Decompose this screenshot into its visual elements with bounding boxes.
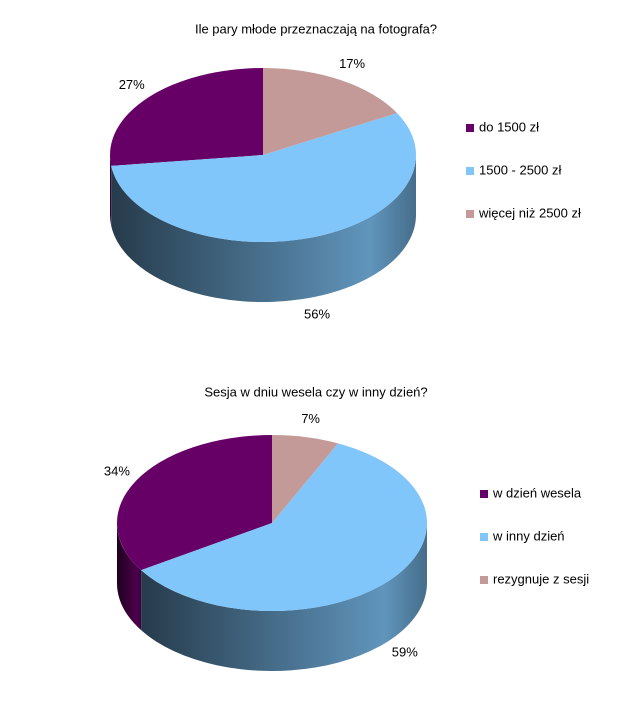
data-label: 34% bbox=[104, 463, 130, 478]
legend-label: w dzień wesela bbox=[492, 485, 582, 500]
data-label: 56% bbox=[304, 306, 330, 321]
pie-slice bbox=[111, 113, 417, 243]
legend-swatch bbox=[480, 490, 488, 498]
chart-title: Ile pary młode przeznaczają na fotografa… bbox=[195, 21, 437, 36]
legend-label: do 1500 zł bbox=[479, 119, 539, 134]
legend-swatch bbox=[466, 124, 474, 132]
legend-swatch bbox=[480, 576, 488, 584]
legend-swatch bbox=[466, 210, 474, 218]
data-label: 17% bbox=[339, 56, 365, 71]
pie-side bbox=[110, 155, 112, 226]
pie-slice bbox=[141, 443, 427, 612]
pie-side bbox=[111, 155, 416, 303]
legend-swatch bbox=[466, 167, 474, 175]
pie-slice bbox=[263, 68, 398, 155]
data-label: 7% bbox=[301, 411, 320, 426]
pie-slice bbox=[272, 435, 338, 523]
data-label: 59% bbox=[392, 645, 418, 660]
pie-side bbox=[141, 523, 428, 672]
pie-slice bbox=[110, 68, 263, 166]
data-label: 27% bbox=[119, 77, 145, 92]
legend-label: w inny dzień bbox=[492, 528, 565, 543]
legend-label: więcej niż 2500 zł bbox=[478, 205, 581, 220]
pie-slice bbox=[116, 435, 272, 571]
legend-swatch bbox=[480, 533, 488, 541]
legend-label: rezygnuje z sesji bbox=[493, 571, 589, 586]
pie-side bbox=[117, 523, 142, 631]
legend-label: 1500 - 2500 zł bbox=[479, 162, 562, 177]
chart-title: Sesja w dniu wesela czy w inny dzień? bbox=[204, 384, 427, 399]
